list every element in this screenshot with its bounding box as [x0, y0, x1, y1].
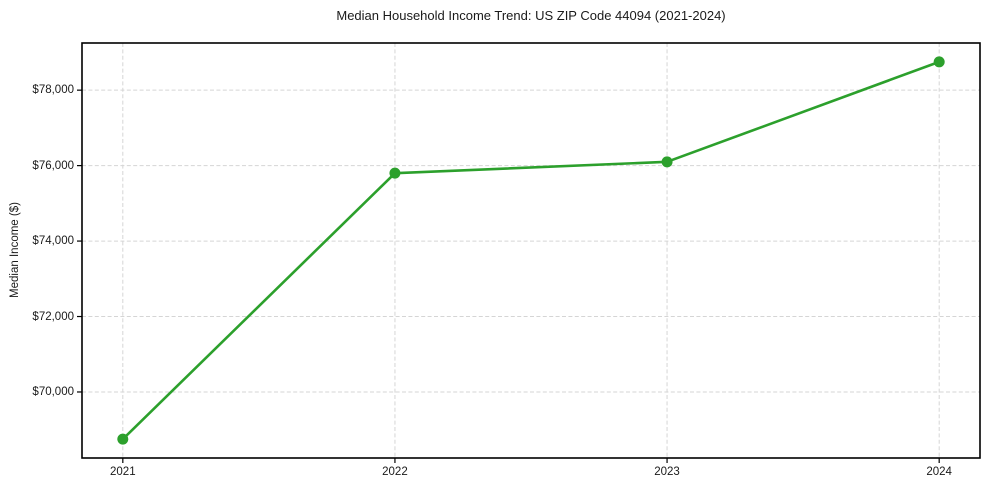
x-tick-label: 2024	[926, 466, 952, 478]
x-tick-label: 2023	[654, 466, 680, 478]
data-point-marker	[389, 167, 401, 179]
data-point-marker	[117, 433, 129, 445]
data-point-marker	[661, 156, 673, 168]
y-tick-label: $76,000	[32, 159, 74, 172]
y-tick-label: $70,000	[32, 385, 74, 398]
data-point-marker	[933, 56, 945, 68]
y-tick-label: $78,000	[32, 84, 74, 97]
y-tick-label: $74,000	[32, 235, 74, 248]
x-tick-label: 2022	[382, 466, 408, 478]
line-series	[121, 60, 941, 441]
y-tick-label: $72,000	[32, 310, 74, 323]
axes-border	[81, 42, 981, 459]
x-tick-label: 2021	[110, 466, 136, 478]
chart-title: Median Household Income Trend: US ZIP Co…	[336, 8, 726, 23]
